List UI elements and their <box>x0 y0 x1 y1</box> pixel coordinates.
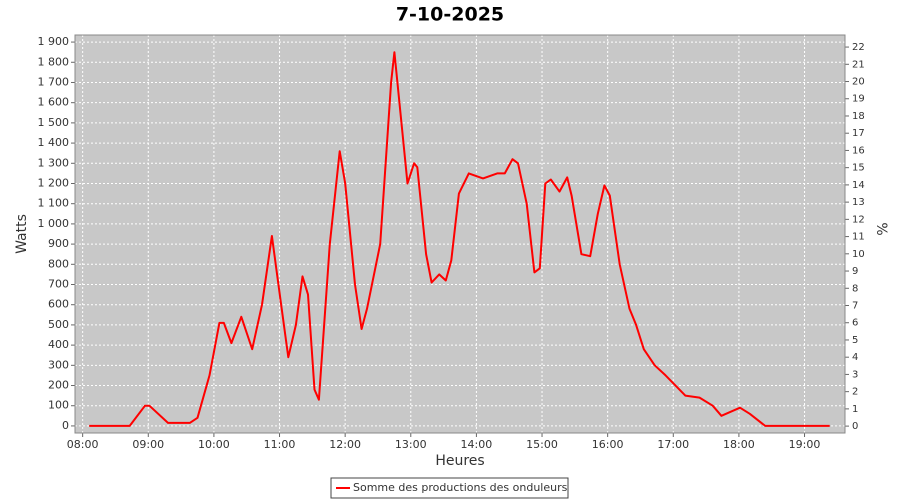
y2-tick-label: 22 <box>852 42 865 53</box>
y-tick-label: 1 400 <box>38 136 70 149</box>
y-tick-label: 1 300 <box>38 156 70 169</box>
series-line <box>89 51 830 427</box>
y-tick-label: 1 500 <box>38 116 70 129</box>
y-tick-label: 900 <box>48 237 69 250</box>
y2-tick-label: 1 <box>852 404 858 415</box>
y2-tick-label: 4 <box>852 352 858 363</box>
y2-tick-label: 14 <box>852 180 865 191</box>
x-tick-label: 10:00 <box>198 438 230 451</box>
y-tick-label: 100 <box>48 399 69 412</box>
chart-title: 7-10-2025 <box>396 4 504 26</box>
legend-label: Somme des productions des onduleurs <box>353 481 568 494</box>
y2-tick-label: 17 <box>852 128 865 139</box>
x-tick-label: 12:00 <box>329 438 361 451</box>
y2-tick-label: 21 <box>852 59 865 70</box>
y-tick-label: 1 900 <box>38 35 70 48</box>
y2-tick-label: 2 <box>852 387 858 398</box>
x-tick-label: 17:00 <box>657 438 689 451</box>
y-tick-label: 800 <box>48 257 69 270</box>
plot-area <box>75 35 845 433</box>
y-tick-label: 400 <box>48 338 69 351</box>
y2-tick-label: 18 <box>852 111 865 122</box>
x-tick-label: 18:00 <box>723 438 755 451</box>
y-tick-label: 1 800 <box>38 55 70 68</box>
y-tick-label: 500 <box>48 318 69 331</box>
y2-tick-label: 19 <box>852 94 865 105</box>
y2-tick-label: 7 <box>852 301 858 312</box>
y2-tick-label: 5 <box>852 335 858 346</box>
y-axis-title: Watts <box>14 214 30 254</box>
y2-tick-label: 6 <box>852 318 858 329</box>
y-tick-label: 1 100 <box>38 197 70 210</box>
y-tick-label: 300 <box>48 358 69 371</box>
x-tick-label: 13:00 <box>395 438 427 451</box>
y-tick-label: 0 <box>62 419 69 432</box>
y-tick-label: 200 <box>48 379 69 392</box>
x-tick-label: 14:00 <box>461 438 493 451</box>
x-tick-label: 08:00 <box>67 438 99 451</box>
y2-tick-label: 20 <box>852 77 865 88</box>
y2-tick-label: 9 <box>852 266 858 277</box>
y2-tick-label: 3 <box>852 369 858 380</box>
y-tick-label: 1 000 <box>38 217 70 230</box>
x-tick-label: 15:00 <box>526 438 558 451</box>
y-tick-label: 1 600 <box>38 96 70 109</box>
y2-tick-label: 13 <box>852 197 865 208</box>
y2-tick-label: 0 <box>852 421 858 432</box>
y2-tick-label: 16 <box>852 145 865 156</box>
x-tick-label: 16:00 <box>592 438 624 451</box>
y-tick-label: 1 700 <box>38 75 70 88</box>
x-tick-label: 09:00 <box>132 438 164 451</box>
legend <box>330 477 569 499</box>
y2-axis-title: % <box>873 222 889 235</box>
y2-tick-label: 8 <box>852 283 858 294</box>
x-axis-title: Heures <box>435 453 484 469</box>
y2-tick-label: 12 <box>852 214 865 225</box>
x-tick-label: 11:00 <box>264 438 296 451</box>
x-tick-label: 19:00 <box>789 438 821 451</box>
y2-tick-label: 11 <box>852 232 865 243</box>
y2-tick-label: 15 <box>852 163 865 174</box>
y-tick-label: 700 <box>48 278 69 291</box>
y-tick-label: 600 <box>48 298 69 311</box>
y-tick-label: 1 200 <box>38 176 70 189</box>
y2-tick-label: 10 <box>852 249 865 260</box>
plot-border <box>74 34 846 434</box>
